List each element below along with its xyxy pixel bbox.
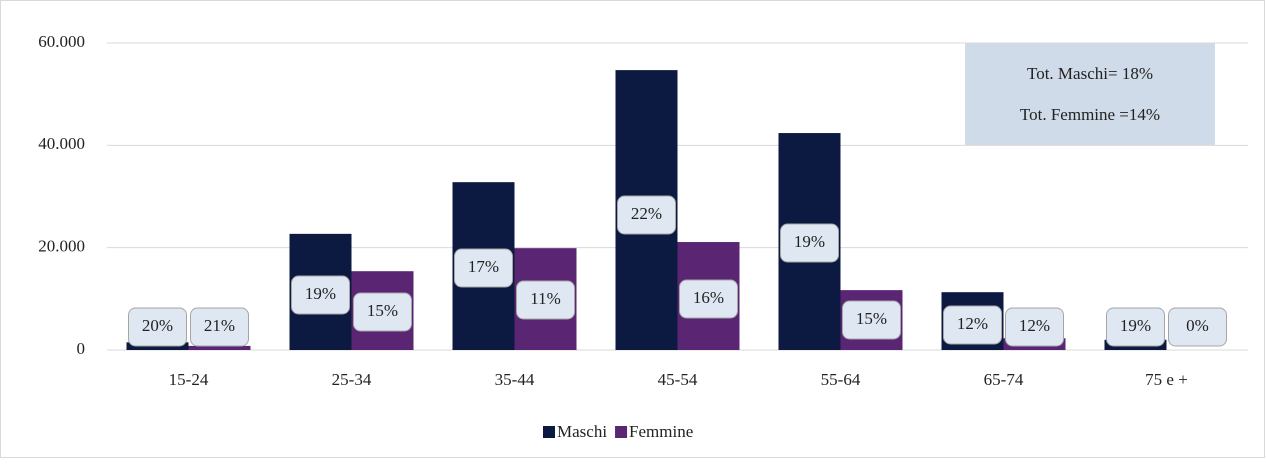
bar bbox=[188, 345, 251, 350]
data-label-box bbox=[943, 305, 1002, 345]
data-label: 15% bbox=[367, 301, 398, 320]
data-label: 19% bbox=[1120, 316, 1151, 335]
data-label: 19% bbox=[794, 232, 825, 251]
data-label: 15% bbox=[856, 309, 887, 328]
data-label-box bbox=[454, 248, 513, 288]
legend-label: Maschi bbox=[557, 422, 607, 441]
x-tick-label: 45-54 bbox=[658, 370, 698, 389]
data-label: 19% bbox=[305, 284, 336, 303]
y-tick-label: 60.000 bbox=[38, 32, 85, 51]
x-tick-label: 55-64 bbox=[821, 370, 861, 389]
x-tick-label: 65-74 bbox=[984, 370, 1024, 389]
data-label-box bbox=[1168, 307, 1227, 347]
x-tick-label: 35-44 bbox=[495, 370, 535, 389]
data-label: 22% bbox=[631, 204, 662, 223]
legend-label: Femmine bbox=[629, 422, 693, 441]
data-label-box bbox=[842, 300, 901, 340]
x-tick-label: 25-34 bbox=[332, 370, 372, 389]
data-label-box bbox=[679, 279, 738, 319]
x-tick-label: 15-24 bbox=[169, 370, 209, 389]
data-label-box bbox=[516, 280, 575, 320]
data-label-box bbox=[128, 307, 187, 347]
data-label-box bbox=[780, 223, 839, 263]
data-label-box bbox=[353, 292, 412, 332]
data-label: 16% bbox=[693, 288, 724, 307]
x-tick-label: 75 e + bbox=[1145, 370, 1188, 389]
annotation: Tot. Maschi= 18% bbox=[1027, 64, 1153, 83]
legend-swatch bbox=[615, 426, 628, 438]
data-label: 12% bbox=[1019, 316, 1050, 335]
y-tick-label: 0 bbox=[77, 339, 86, 358]
annotation: Tot. Femmine =14% bbox=[1020, 105, 1160, 124]
annotation-box bbox=[965, 43, 1215, 145]
data-label: 11% bbox=[530, 289, 561, 308]
data-label-box bbox=[291, 275, 350, 315]
legend-swatch bbox=[543, 426, 555, 438]
data-label: 21% bbox=[204, 316, 235, 335]
y-tick-label: 20.000 bbox=[38, 237, 85, 256]
data-label-box bbox=[1005, 307, 1064, 347]
data-label: 0% bbox=[1186, 316, 1209, 335]
data-label-box bbox=[1106, 307, 1165, 347]
y-tick-label: 40.000 bbox=[38, 134, 85, 153]
data-label: 12% bbox=[957, 314, 988, 333]
data-label-box bbox=[617, 195, 676, 235]
data-label-box bbox=[190, 307, 249, 347]
data-label: 20% bbox=[142, 316, 173, 335]
data-label: 17% bbox=[468, 257, 499, 276]
